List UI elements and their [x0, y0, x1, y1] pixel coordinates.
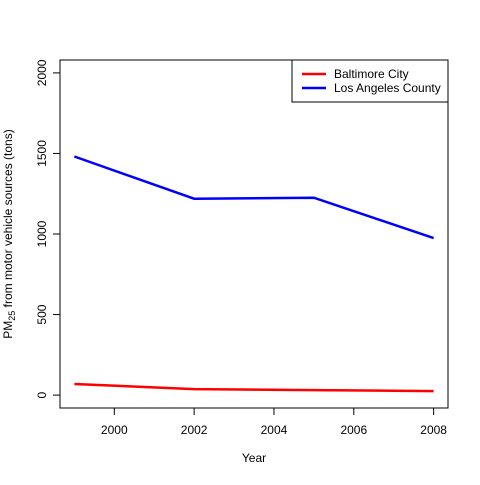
legend-box	[291, 59, 449, 103]
y-label-main: PM	[1, 321, 15, 339]
legend-label: Baltimore City	[334, 67, 409, 81]
x-tick-label: 2002	[181, 423, 208, 437]
series-line	[73, 155, 435, 240]
x-tick-label: 2000	[101, 423, 128, 437]
y-tick-label: 2000	[35, 59, 49, 86]
y-tick-label: 0	[35, 391, 49, 398]
legend-label: Los Angeles County	[334, 81, 441, 95]
y-axis-label: PM25 from motor vehicle sources (tons)	[1, 129, 17, 338]
y-label-rest: from motor vehicle sources (tons)	[1, 129, 15, 310]
x-axis-label: Year	[242, 451, 266, 465]
series-line	[74, 382, 434, 393]
x-tick-label: 2004	[261, 423, 288, 437]
y-tick-label: 1000	[35, 220, 49, 247]
y-label-subscript: 25	[7, 311, 17, 321]
x-tick-label: 2008	[420, 423, 447, 437]
x-tick-label: 2006	[340, 423, 367, 437]
y-tick-label: 500	[35, 304, 49, 324]
y-tick-label: 1500	[35, 140, 49, 167]
